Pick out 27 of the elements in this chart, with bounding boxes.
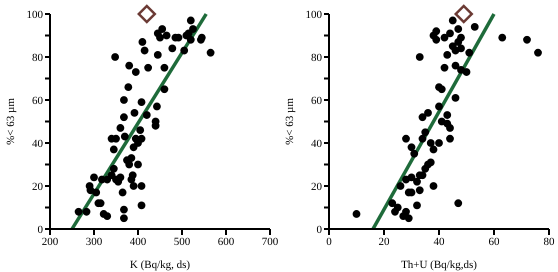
y-tick-label: 0 — [38, 224, 44, 236]
y-tick-label: 60 — [32, 94, 44, 107]
x-tick-label: 0 — [326, 236, 332, 248]
y-axis-title: %< 63 µm — [4, 98, 17, 145]
y-tick-label: 60 — [311, 94, 322, 107]
y-tick-label: 80 — [32, 52, 44, 64]
y-tick-label: 40 — [32, 138, 44, 150]
x-axis-title: K (Bq/kg, ds) — [130, 259, 190, 271]
x-tick-label: 500 — [174, 236, 191, 248]
x-tick-label: 600 — [218, 236, 235, 248]
y-tick-label: 100 — [26, 8, 44, 21]
x-axis-title: Th+U (Bq/kg,ds) — [401, 259, 478, 271]
y-tick-label: 100 — [306, 8, 322, 21]
y-tick-label: 20 — [311, 180, 322, 193]
x-tick-label: 80 — [544, 236, 555, 248]
y-tick-label: 80 — [311, 52, 322, 64]
y-tick-label: 20 — [32, 180, 44, 193]
x-tick-label: 300 — [86, 236, 103, 248]
x-tick-label: 200 — [42, 236, 59, 248]
x-tick-label: 40 — [434, 236, 445, 248]
x-tick-label: 60 — [488, 236, 500, 248]
x-tick-label: 20 — [378, 236, 390, 248]
y-axis-title: %< 63 µm — [284, 98, 296, 145]
x-tick-label: 400 — [130, 236, 147, 248]
y-tick-label: 0 — [316, 224, 322, 236]
y-tick-label: 40 — [311, 138, 322, 150]
x-tick-label: 700 — [262, 236, 279, 248]
